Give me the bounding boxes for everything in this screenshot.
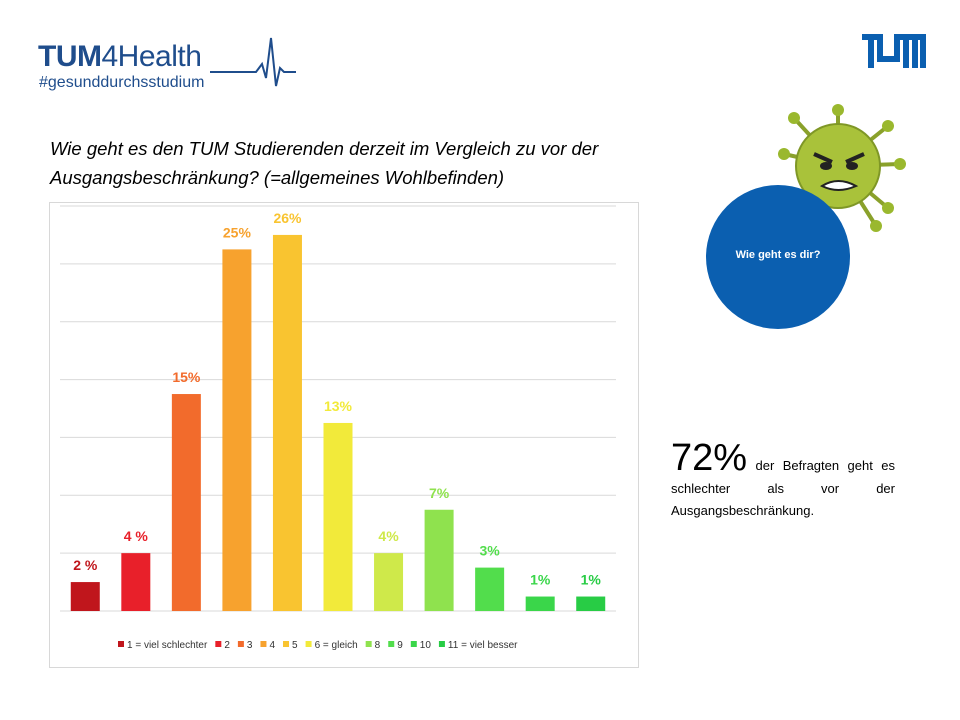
bar-value-label: 2 % [73, 557, 98, 573]
badge-label: Wie geht es dir? [735, 249, 821, 261]
bar [272, 234, 302, 611]
legend-label: 9 [397, 640, 403, 651]
legend-swatch [388, 641, 395, 647]
bar-value-label: 15% [172, 369, 201, 385]
legend-swatch [118, 641, 124, 647]
legend-swatch [305, 641, 312, 647]
bar-value-label: 7% [429, 485, 450, 501]
legend-label: 6 = gleich [315, 640, 358, 651]
legend-swatch [438, 641, 445, 647]
bar-value-label: 1% [581, 572, 602, 588]
bar-value-label: 4% [378, 528, 399, 544]
bar [70, 582, 100, 611]
legend-label: 5 [292, 640, 298, 651]
bar [475, 567, 505, 611]
legend-swatch [410, 641, 417, 647]
bar-value-label: 4 % [124, 528, 149, 544]
bar [222, 249, 252, 611]
bar [323, 422, 353, 611]
bar-value-label: 26% [273, 210, 302, 226]
chart-frame: 2 % 4 % 15% 25% 26% 13% 4% 7% 3% 1% 1% 1 = viel sch… [49, 202, 639, 668]
bar [576, 596, 606, 611]
bar-value-label: 13% [324, 398, 353, 414]
bar-value-label: 1% [530, 572, 551, 588]
logo-title-prefix: TUM [38, 40, 102, 73]
chart-question-title: Wie geht es den TUM Studierenden derzeit… [50, 138, 599, 188]
legend-swatch [237, 641, 244, 647]
bar-value-label: 3% [480, 543, 501, 559]
legend-swatch [215, 641, 222, 647]
virus-icon [778, 104, 906, 232]
wie-geht-es-dir-badge: Wie geht es dir? [706, 185, 850, 329]
logo-title: TUM4Health [38, 40, 202, 74]
legend-label: 11 = viel besser [448, 640, 518, 651]
legend-label: 2 [224, 640, 230, 651]
legend-swatch [260, 641, 267, 647]
bar-chart: 2 % 4 % 15% 25% 26% 13% 4% 7% 3% 1% 1% 1 = viel sch… [60, 205, 616, 651]
legend-label: 10 [420, 640, 432, 651]
legend-label: 1 = viel schlechter [127, 640, 208, 651]
bar [121, 553, 151, 611]
legend-swatch [283, 641, 290, 647]
bar [171, 394, 201, 611]
legend-swatch [365, 641, 372, 647]
logo-title-suffix: Health [117, 40, 202, 73]
tum-logo-icon [862, 34, 926, 68]
tum4health-logo: TUM4Health #gesunddurchsstudium [38, 37, 296, 100]
logo-subtitle: #gesunddurchsstudium [39, 74, 205, 91]
legend-label: 3 [247, 640, 253, 651]
bar-value-label: 25% [223, 224, 252, 240]
bar [424, 509, 454, 611]
summary-text: der Befragten geht es schlechter als vor… [671, 458, 895, 518]
summary-statistic: 72% der Befragten geht es schlechter als… [671, 438, 895, 522]
legend-label: 4 [269, 640, 275, 651]
legend-label: 8 [375, 640, 381, 651]
bar [525, 596, 555, 611]
logo-title-number: 4 [101, 40, 118, 73]
summary-percent: 72% [671, 437, 748, 479]
heartbeat-icon [210, 37, 296, 87]
bar [374, 553, 404, 611]
